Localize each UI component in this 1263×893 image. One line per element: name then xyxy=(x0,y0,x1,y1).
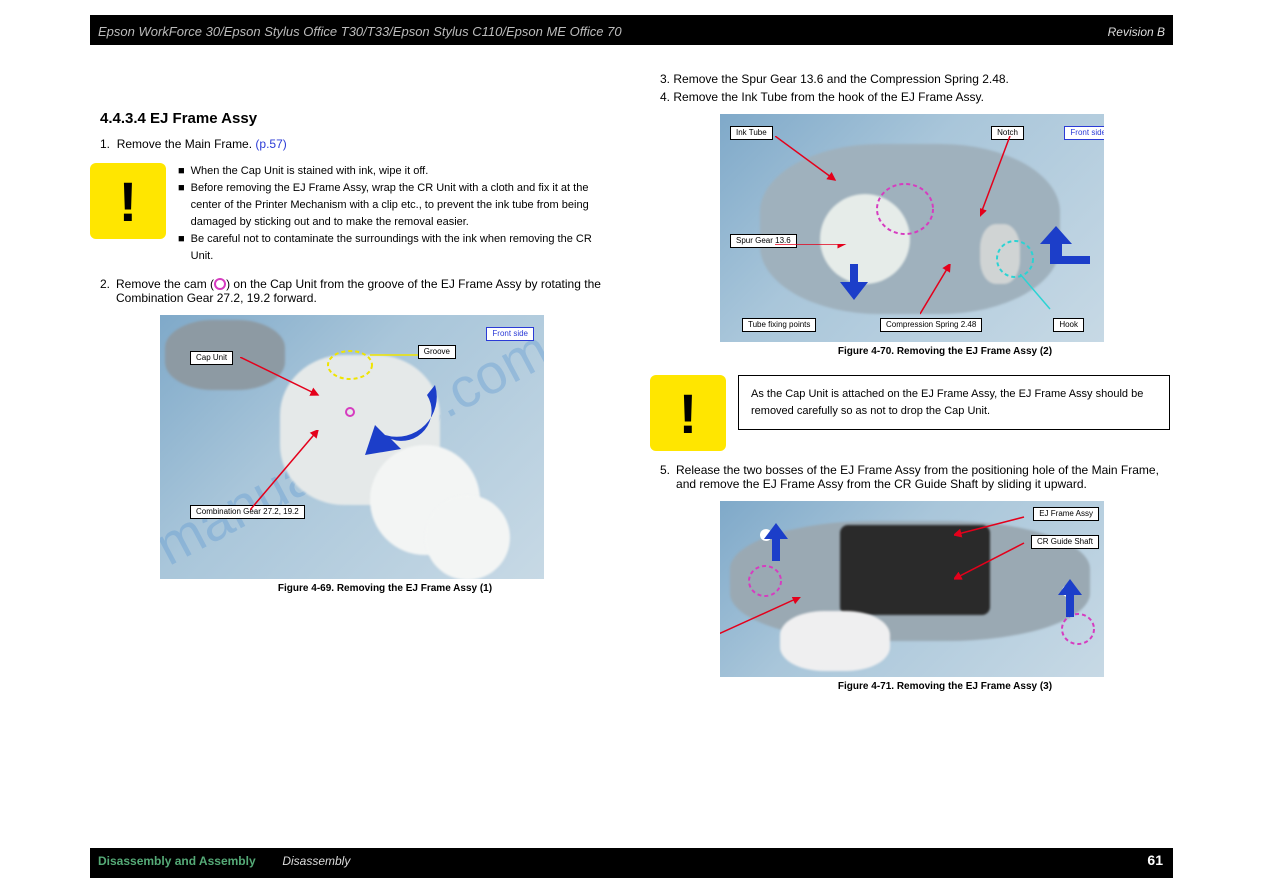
caution-block-1: ! ■When the Cap Unit is stained with ink… xyxy=(90,163,610,265)
caution-box: As the Cap Unit is attached on the EJ Fr… xyxy=(738,375,1170,430)
step-3: 3. Remove the Spur Gear 13.6 and the Com… xyxy=(660,72,1170,86)
figure-70-caption: Figure 4-70. Removing the EJ Frame Assy … xyxy=(720,346,1170,357)
caution-icon: ! xyxy=(650,375,726,451)
figure-69-caption: Figure 4-69. Removing the EJ Frame Assy … xyxy=(160,583,610,594)
caution-text: ■When the Cap Unit is stained with ink, … xyxy=(178,163,610,265)
label-ej: EJ Frame Assy xyxy=(1033,507,1099,521)
figure-71-caption: Figure 4-71. Removing the EJ Frame Assy … xyxy=(720,681,1170,692)
label-hook: Hook xyxy=(1053,318,1084,332)
label-inktube: Ink Tube xyxy=(730,126,773,140)
label-crshaft: CR Guide Shaft xyxy=(1031,535,1099,549)
doc-revision: Revision B xyxy=(686,25,1173,45)
figure-69: manualshive.com Front side Groove Cap Un… xyxy=(160,315,544,579)
doc-model: Epson WorkForce 30/Epson Stylus Office T… xyxy=(90,24,686,45)
column-right: 3. Remove the Spur Gear 13.6 and the Com… xyxy=(650,50,1170,840)
step-1: 1. Remove the Main Frame. (p.57) xyxy=(100,137,610,151)
label-capunit: Cap Unit xyxy=(190,351,233,365)
breadcrumb: Disassembly and Assembly Disassembly xyxy=(90,848,1147,868)
step-2: 2. Remove the cam () on the Cap Unit fro… xyxy=(100,277,610,305)
top-bar: Epson WorkForce 30/Epson Stylus Office T… xyxy=(90,15,1173,45)
bottom-bar: Disassembly and Assembly Disassembly 61 xyxy=(90,848,1173,878)
label-frontside2: Front side xyxy=(1064,126,1104,140)
step-5: 5. Release the two bosses of the EJ Fram… xyxy=(660,463,1170,491)
section-title: 4.4.3.4 EJ Frame Assy xyxy=(100,110,610,127)
caution-icon: ! xyxy=(90,163,166,239)
figure-70: Ink Tube Notch Front side Spur Gear 13.6… xyxy=(720,114,1104,342)
caution-block-2: ! As the Cap Unit is attached on the EJ … xyxy=(650,375,1170,451)
column-left: 4.4.3.4 EJ Frame Assy 1. Remove the Main… xyxy=(90,50,610,840)
step-4: 4. Remove the Ink Tube from the hook of … xyxy=(660,90,1170,104)
label-tubefix: Tube fixing points xyxy=(742,318,816,332)
figure-71: EJ Frame Assy CR Guide Shaft CR Unit Bos… xyxy=(720,501,1104,677)
label-frontside: Front side xyxy=(486,327,534,341)
page-number: 61 xyxy=(1147,848,1173,868)
